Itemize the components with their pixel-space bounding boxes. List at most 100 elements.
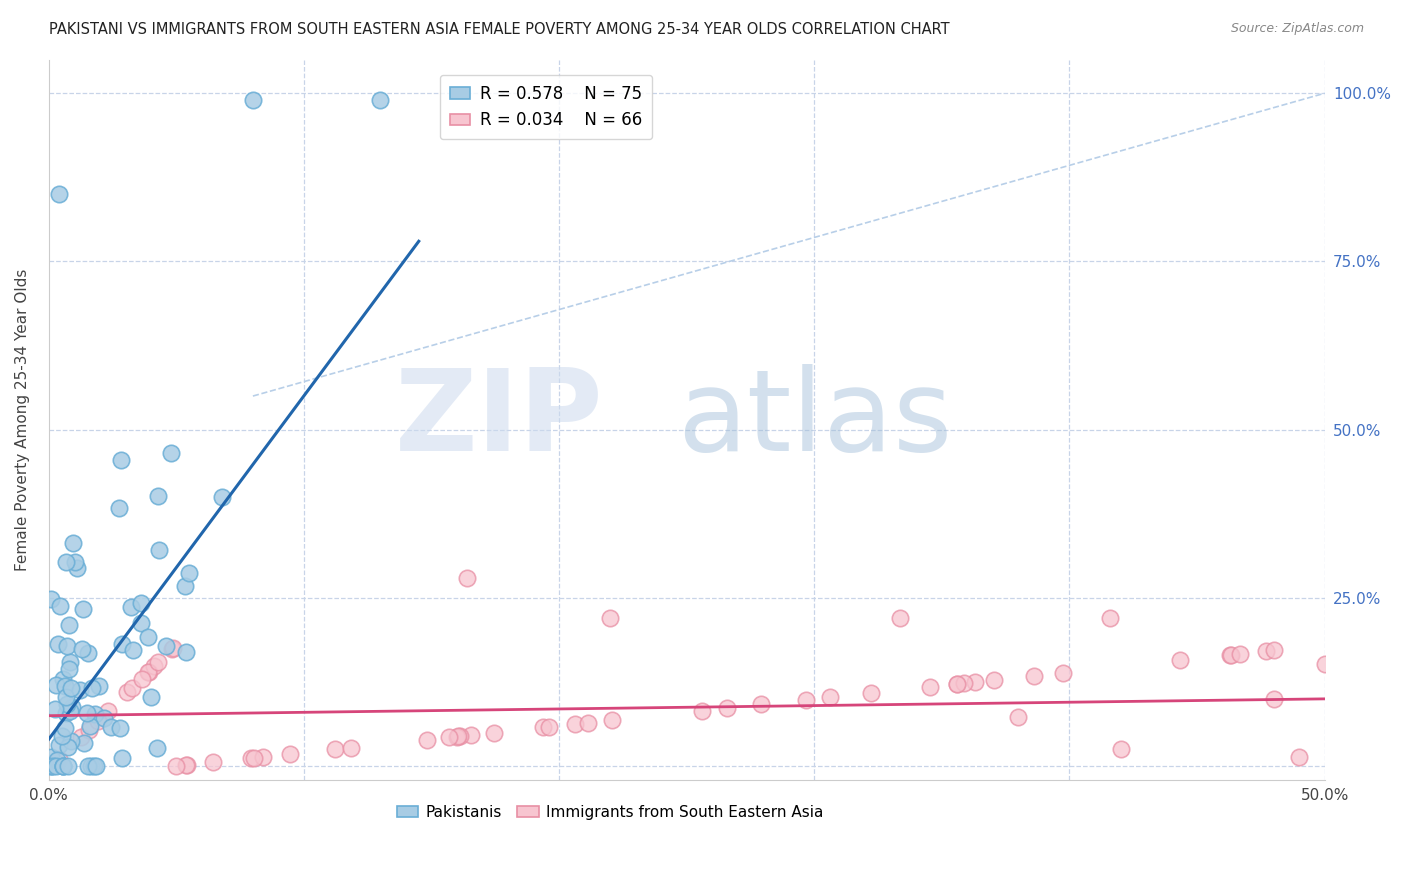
Immigrants from South Eastern Asia [1229,647,1251,661]
Pakistanis [148,542,170,557]
Pakistanis [72,602,94,616]
Pakistanis [51,729,73,743]
Pakistanis [242,93,264,107]
Immigrants from South Eastern Asia [946,677,969,691]
Immigrants from South Eastern Asia [1313,657,1336,672]
Immigrants from South Eastern Asia [45,755,67,769]
Pakistanis [56,640,79,654]
Pakistanis [80,759,103,773]
Pakistanis [122,643,145,657]
Immigrants from South Eastern Asia [48,752,70,766]
Pakistanis [83,759,105,773]
Pakistanis [45,759,67,773]
Immigrants from South Eastern Asia [531,721,554,735]
Pakistanis [39,592,62,607]
Immigrants from South Eastern Asia [121,681,143,696]
Immigrants from South Eastern Asia [278,747,301,762]
Pakistanis [76,759,98,773]
Immigrants from South Eastern Asia [339,740,361,755]
Immigrants from South Eastern Asia [138,665,160,679]
Pakistanis [46,637,69,651]
Immigrants from South Eastern Asia [953,676,976,690]
Immigrants from South Eastern Asia [963,674,986,689]
Pakistanis [60,734,83,748]
Immigrants from South Eastern Asia [148,656,170,670]
Immigrants from South Eastern Asia [460,728,482,742]
Pakistanis [55,555,77,569]
Pakistanis [111,750,134,764]
Pakistanis [72,736,94,750]
Pakistanis [76,706,98,720]
Immigrants from South Eastern Asia [439,731,461,745]
Text: PAKISTANI VS IMMIGRANTS FROM SOUTH EASTERN ASIA FEMALE POVERTY AMONG 25-34 YEAR : PAKISTANI VS IMMIGRANTS FROM SOUTH EASTE… [49,22,950,37]
Immigrants from South Eastern Asia [252,750,274,764]
Pakistanis [177,566,200,581]
Pakistanis [77,646,100,660]
Immigrants from South Eastern Asia [749,698,772,712]
Pakistanis [129,596,152,610]
Pakistanis [66,561,89,575]
Pakistanis [42,759,65,773]
Y-axis label: Female Poverty Among 25-34 Year Olds: Female Poverty Among 25-34 Year Olds [15,268,30,571]
Immigrants from South Eastern Asia [794,692,817,706]
Pakistanis [39,759,62,773]
Pakistanis [55,690,77,705]
Immigrants from South Eastern Asia [456,571,478,585]
Pakistanis [70,642,93,657]
Immigrants from South Eastern Asia [162,641,184,656]
Immigrants from South Eastern Asia [165,759,187,773]
Immigrants from South Eastern Asia [160,642,183,657]
Pakistanis [48,187,70,202]
Immigrants from South Eastern Asia [447,730,470,744]
Immigrants from South Eastern Asia [1007,710,1029,724]
Pakistanis [56,739,79,754]
Pakistanis [39,759,62,773]
Pakistanis [52,759,75,773]
Pakistanis [136,630,159,644]
Pakistanis [55,706,77,720]
Immigrants from South Eastern Asia [946,677,969,691]
Pakistanis [56,759,79,773]
Pakistanis [145,740,167,755]
Pakistanis [53,721,76,735]
Pakistanis [120,599,142,614]
Immigrants from South Eastern Asia [716,701,738,715]
Pakistanis [146,489,169,503]
Pakistanis [56,698,79,712]
Pakistanis [52,672,75,686]
Immigrants from South Eastern Asia [97,704,120,718]
Immigrants from South Eastern Asia [77,723,100,737]
Pakistanis [129,616,152,631]
Immigrants from South Eastern Asia [1168,653,1191,667]
Pakistanis [84,707,107,722]
Immigrants from South Eastern Asia [859,686,882,700]
Pakistanis [59,704,82,718]
Pakistanis [39,750,62,764]
Immigrants from South Eastern Asia [1263,643,1285,657]
Immigrants from South Eastern Asia [176,758,198,772]
Pakistanis [52,759,75,773]
Immigrants from South Eastern Asia [889,611,911,625]
Immigrants from South Eastern Asia [1022,669,1045,683]
Immigrants from South Eastern Asia [117,685,139,699]
Pakistanis [62,700,84,714]
Pakistanis [52,759,75,773]
Pakistanis [53,679,76,693]
Immigrants from South Eastern Asia [576,715,599,730]
Immigrants from South Eastern Asia [446,730,468,744]
Text: ZIP: ZIP [395,364,603,475]
Immigrants from South Eastern Asia [920,680,942,694]
Pakistanis [49,599,72,613]
Pakistanis [44,702,66,716]
Immigrants from South Eastern Asia [240,751,263,765]
Immigrants from South Eastern Asia [70,731,93,745]
Immigrants from South Eastern Asia [484,725,506,739]
Pakistanis [79,719,101,733]
Pakistanis [174,644,197,658]
Pakistanis [211,490,233,504]
Immigrants from South Eastern Asia [1109,741,1132,756]
Pakistanis [58,662,80,676]
Immigrants from South Eastern Asia [243,751,266,765]
Immigrants from South Eastern Asia [1220,648,1243,662]
Immigrants from South Eastern Asia [1219,648,1241,662]
